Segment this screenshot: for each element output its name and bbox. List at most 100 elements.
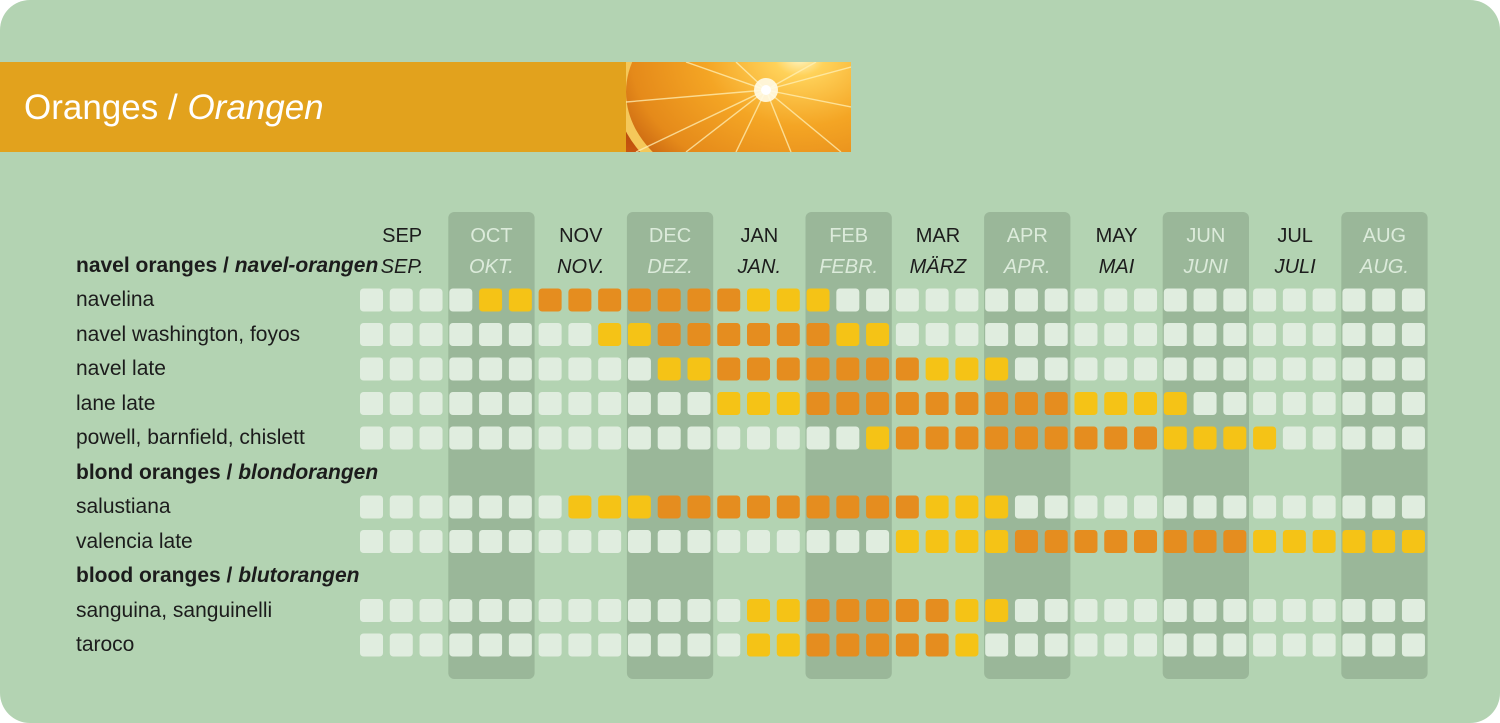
season-cell [955,530,979,553]
season-cell [687,495,711,519]
season-cell [1401,426,1425,450]
season-cell [1372,530,1396,553]
season-cell [1342,426,1366,450]
season-cell [1342,288,1366,312]
season-cell [419,633,443,657]
season-cell [538,357,562,381]
season-cell [1193,357,1217,381]
season-cell [598,288,622,312]
season-cell [1193,530,1217,553]
month-label-jan: JAN [740,225,778,247]
season-cell [1312,495,1336,519]
month-label-oct: OCT [470,225,512,247]
season-cell [1044,323,1068,346]
season-cell [1282,323,1306,346]
season-cell [895,392,919,415]
month-label-de-sep: SEP. [381,256,424,278]
season-cell [1134,633,1158,657]
season-cell [1372,599,1396,622]
season-cell [925,323,949,346]
month-label-jul: JUL [1277,225,1313,247]
season-cell [1312,599,1336,622]
season-cell [776,495,800,519]
month-label-de-mar: MÄRZ [910,256,967,278]
title-separator: / [158,88,188,127]
title-en: Oranges [24,88,159,127]
season-cell [538,288,562,312]
season-cell [1253,599,1277,622]
season-cell [657,495,681,519]
season-cell [925,392,949,415]
season-cell [747,288,771,312]
season-cell [1074,530,1098,553]
season-cell [836,392,860,415]
season-cell [985,392,1009,415]
season-cell [568,495,592,519]
season-cell [1104,426,1128,450]
season-cell [479,495,503,519]
season-cell [866,633,890,657]
group-label: blond oranges / blondorangen [76,461,378,485]
season-cell [806,633,830,657]
season-cell [568,633,592,657]
season-cell [568,530,592,553]
season-cell [1253,392,1277,415]
season-cell [1372,288,1396,312]
season-cell [1134,323,1158,346]
season-cell [1074,288,1098,312]
season-cell [598,357,622,381]
season-cell [806,599,830,622]
season-cell [1074,426,1098,450]
season-cell [1342,495,1366,519]
month-label-de-nov: NOV. [557,256,604,278]
season-cell [598,633,622,657]
season-cell [1134,495,1158,519]
season-cell [449,633,473,657]
season-cell [508,288,532,312]
season-cell [389,530,413,553]
season-cell [419,599,443,622]
season-cell [389,357,413,381]
season-cell [657,323,681,346]
season-cell [389,323,413,346]
season-cell [747,599,771,622]
season-cell [1193,633,1217,657]
season-cell [866,495,890,519]
season-cell [985,288,1009,312]
season-cell [955,392,979,415]
season-cell [1074,599,1098,622]
season-cell [419,426,443,450]
season-cell [985,530,1009,553]
season-cell [449,392,473,415]
season-cell [389,495,413,519]
season-cell [1044,633,1068,657]
group-label-en: navel oranges / [76,253,235,277]
season-cell [389,633,413,657]
season-cell [508,323,532,346]
season-cell [1282,392,1306,415]
variety-label: powell, barnfield, chislett [76,426,305,449]
month-label-de-dec: DEZ. [647,256,693,278]
season-cell [776,288,800,312]
season-cell [687,599,711,622]
season-cell [389,392,413,415]
season-cell [1223,392,1247,415]
season-cell [1074,392,1098,415]
group-label: blood oranges / blutorangen [76,564,360,588]
season-cell [985,633,1009,657]
season-cell [449,323,473,346]
season-cell [836,599,860,622]
season-cell [657,426,681,450]
season-cell [985,599,1009,622]
season-cell [1253,633,1277,657]
season-cell [925,426,949,450]
season-cell [866,392,890,415]
season-cell [1401,530,1425,553]
season-cell [747,426,771,450]
season-cell [747,633,771,657]
season-cell [895,495,919,519]
season-cell [1014,633,1038,657]
season-cell [627,357,651,381]
season-cell [1401,323,1425,346]
